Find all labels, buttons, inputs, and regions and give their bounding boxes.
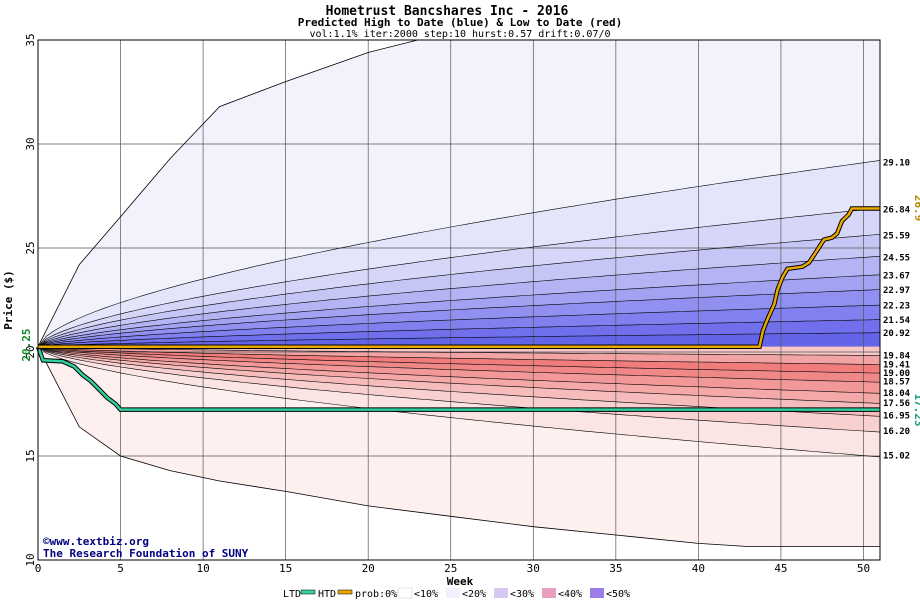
contour-21.54 [37,319,881,348]
level-label-22.97: 22.97 [883,286,910,296]
legend-ltd-label: LTD [283,589,301,600]
legend-ltd-swatch [300,589,316,595]
level-label-20.92: 20.92 [883,329,910,339]
x-tick-label-20: 20 [362,562,375,575]
y-tick-label-15: 15 [24,449,37,462]
x-axis-label: Week [447,575,474,588]
level-label-21.54: 21.54 [883,316,911,326]
plot-frame [37,39,881,561]
credit-website: ©www.textbiz.org [43,535,149,548]
x-tick-label-40: 40 [692,562,705,575]
level-label-23.67: 23.67 [883,272,910,282]
legend-10-label: <10% [414,589,438,600]
credit-organization: The Research Foundation of SUNY [43,547,249,560]
y-axis-label: Price ($) [2,270,15,330]
contour-20.92 [37,332,881,348]
price-paths [35,206,880,412]
x-tick-label-35: 35 [609,562,622,575]
x-tick-label-30: 30 [527,562,540,575]
legend-htd-swatch [337,589,353,595]
contour-22.97 [37,289,881,348]
contour-26.84 [37,207,881,348]
x-tick-label-25: 25 [444,562,457,575]
level-label-18.57: 18.57 [883,378,910,388]
chart-title: Hometrust Bancshares Inc - 2016 [326,4,569,19]
x-tick-label-45: 45 [774,562,787,575]
contour-15.02 [37,346,881,458]
contour-19.00 [37,346,881,374]
legend-50-label: <50% [606,589,630,600]
level-label-18.04: 18.04 [883,389,911,399]
chart-params: vol:1.1% iter:2000 step:10 hurst:0.57 dr… [309,29,610,40]
legend-swatch-20 [494,588,508,598]
level-labels: 29.10 26.84 25.59 24.55 23.67 22.97 22.23 21.54… [883,159,911,462]
level-label-19.41: 19.41 [883,360,910,370]
contour-19.84 [37,346,880,356]
ltd-path [36,346,880,411]
legend-20-label: <20% [462,589,486,600]
htd-value-label: 26.9 [912,195,920,222]
chart-subtitle: Predicted High to Date (blue) & Low to D… [298,16,623,29]
contour-16.20 [37,346,881,433]
contour-29.10 [37,160,881,347]
axes: 0 5 10 15 20 25 30 35 40 45 50 10 15 20 25 30 35 [24,33,881,575]
contour-17.56 [37,346,881,404]
contour-23.67 [37,274,881,348]
y-tick-label-20: 20 [24,345,37,358]
level-label-24.55: 24.55 [883,253,910,263]
legend-40-label: <40% [558,589,582,600]
level-label-16.95: 16.95 [883,411,910,421]
legend-swatch-30 [542,588,556,598]
contour-22.23 [37,304,881,348]
y-tick-label-25: 25 [24,241,37,254]
start-price-label: 20.25 [20,328,33,361]
x-tick-label-0: 0 [35,562,42,575]
contour-18.57 [37,346,881,383]
legend-htd-label: HTD [318,589,336,600]
level-label-19.00: 19.00 [883,369,910,379]
y-tick-label-30: 30 [24,137,37,150]
legend-swatch-10 [446,588,460,598]
y-tick-label-10: 10 [24,553,37,566]
contour-25.59 [37,234,881,348]
contour-18.04 [37,346,881,394]
level-label-16.20: 16.20 [883,427,910,437]
x-tick-label-50: 50 [857,562,870,575]
legend-30-label: <30% [510,589,534,600]
contour-outer-upper [37,39,418,347]
legend-swatch-0 [397,587,413,599]
level-label-22.23: 22.23 [883,302,910,312]
y-tick-label-35: 35 [24,33,37,46]
level-label-15.02: 15.02 [883,452,910,462]
level-label-29.10: 29.10 [883,159,910,169]
legend-swatch-40 [590,588,604,598]
level-label-17.56: 17.56 [883,399,910,409]
band-upper-20.92 [38,332,880,347]
x-tick-label-5: 5 [117,562,124,575]
ltd-value-label: 17.23 [912,393,920,426]
level-label-19.84: 19.84 [883,351,911,361]
htd-path [38,207,880,349]
level-label-26.84: 26.84 [883,206,911,216]
contour-19.41 [37,346,881,365]
legend: LTD HTD prob:0% <10% <20% <30% <40% <50% [283,587,630,600]
x-tick-label-15: 15 [279,562,292,575]
x-tick-label-10: 10 [196,562,209,575]
legend-prob-label: prob:0% [355,589,397,600]
contour-outer-lower [37,346,880,547]
level-label-25.59: 25.59 [883,232,910,242]
contour-24.55 [37,256,881,348]
